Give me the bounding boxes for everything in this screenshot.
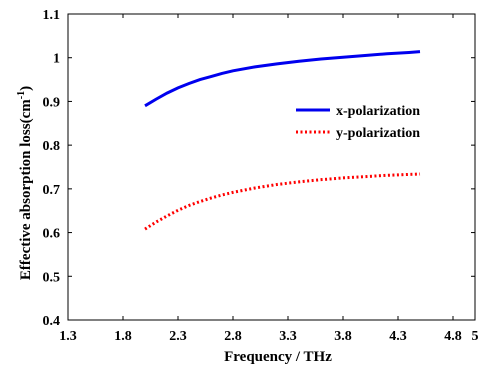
y-axis-title-group: Effective absorption loss(cm-1) [16,86,34,280]
y-tick-label: 1.1 [43,8,61,23]
x-tick-label: 4.8 [444,329,462,344]
x-tick-label: 2.3 [169,329,187,344]
x-tick-label: 4.3 [389,329,407,344]
x-tick-label: 5 [472,329,479,344]
series-line-x-polarization [144,50,421,108]
y-tick-label: 0.9 [43,95,61,110]
x-tick-label: 2.8 [224,329,242,344]
x-tick-label: 1.8 [114,329,132,344]
legend-label: x-polarization [336,104,420,119]
y-tick-label: 1 [53,52,60,67]
legend-label: y-polarization [336,126,420,141]
y-axis-title: Effective absorption loss(cm-1) [16,86,34,280]
x-tick-label: 3.8 [334,329,352,344]
x-tick-label: 1.3 [59,329,77,344]
y-tick-label: 0.5 [43,270,61,285]
y-tick-label: 0.7 [43,183,61,198]
plot-frame [67,13,476,321]
y-tick-label: 0.6 [43,227,61,242]
series-line-y-polarization [144,172,421,231]
x-tick-label: 3.3 [279,329,297,344]
y-tick-label: 0.8 [43,139,61,154]
y-tick-label: 0.4 [43,314,61,329]
x-axis-title: Frequency / THz [224,349,332,365]
